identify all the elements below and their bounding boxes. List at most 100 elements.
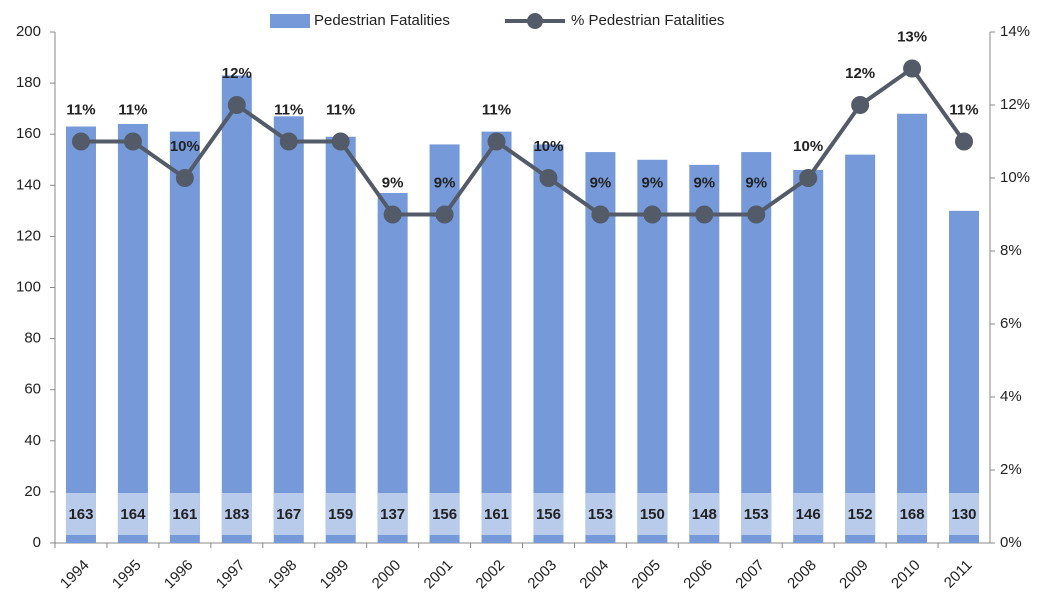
- line-marker: [747, 205, 766, 224]
- bar-label-box: [897, 493, 928, 535]
- bar-label-box: [117, 493, 148, 535]
- y2-tick-label: 2%: [1000, 461, 1022, 478]
- line-marker: [331, 132, 350, 151]
- bar: [169, 131, 200, 543]
- x-tick-label: 1996: [161, 557, 197, 593]
- line-value-label: 11%: [66, 101, 95, 118]
- x-tick-label: 2005: [628, 557, 664, 593]
- y-tick-label: 60: [24, 381, 41, 398]
- bar: [481, 131, 512, 543]
- line-marker: [539, 169, 558, 187]
- y2-tick-label: 0%: [1000, 534, 1022, 551]
- line-marker: [487, 132, 506, 151]
- bar-value-label: 146: [796, 506, 821, 523]
- bar: [897, 113, 928, 543]
- line-marker: [175, 169, 194, 187]
- line-marker: [383, 205, 402, 224]
- bar-value-label: 148: [692, 506, 717, 523]
- x-tick-label: 1994: [57, 557, 93, 593]
- bar: [533, 144, 564, 544]
- line-value-label: 9%: [382, 174, 404, 191]
- line-marker: [279, 132, 298, 151]
- bar: [793, 169, 824, 543]
- y2-tick-label: 8%: [1000, 242, 1022, 259]
- bar-label-box: [65, 493, 96, 535]
- y-tick-label: 40: [24, 432, 41, 449]
- line-marker: [695, 205, 714, 224]
- line-value-label: 11%: [482, 101, 511, 118]
- line-value-label: 9%: [434, 174, 456, 191]
- x-tick-label: 1998: [265, 557, 301, 593]
- y2-tick-label: 12%: [1000, 96, 1030, 113]
- x-tick-label: 2001: [421, 557, 457, 593]
- x-tick-label: 2010: [888, 557, 924, 593]
- bar-label-box: [221, 493, 252, 535]
- x-tick-label: 2008: [784, 557, 820, 593]
- bar: [637, 159, 668, 543]
- bar-label-box: [585, 493, 616, 535]
- y-tick-label: 180: [16, 74, 41, 91]
- line-marker: [227, 96, 246, 114]
- line-value-label: 9%: [590, 174, 612, 191]
- bar: [845, 154, 876, 543]
- bar-label-box: [481, 493, 512, 535]
- x-tick-label: 2006: [680, 557, 716, 593]
- bar-value-label: 150: [640, 506, 665, 523]
- bar-label-box: [793, 493, 824, 535]
- x-tick-label: 2004: [576, 557, 612, 593]
- line-value-label: 12%: [845, 65, 875, 82]
- bar-value-label: 153: [744, 506, 769, 523]
- line-value-label: 10%: [793, 138, 823, 155]
- bar-value-label: 164: [120, 506, 146, 523]
- x-tick-label: 2007: [732, 557, 768, 593]
- line-value-label: 10%: [170, 138, 200, 155]
- y-tick-label: 120: [16, 227, 41, 244]
- bar: [689, 164, 720, 544]
- x-tick-label: 1997: [213, 557, 249, 593]
- bar-label-box: [533, 493, 564, 535]
- bar-value-label: 163: [68, 506, 93, 523]
- x-tick-label: 2011: [941, 557, 976, 592]
- bar-value-label: 161: [172, 506, 197, 523]
- x-tick-label: 1995: [109, 557, 145, 593]
- y-tick-label: 140: [16, 176, 41, 193]
- y-tick-label: 160: [16, 125, 41, 142]
- bar-label-box: [325, 493, 356, 535]
- bar-value-label: 183: [224, 506, 249, 523]
- y-tick-label: 80: [24, 330, 41, 347]
- bar-value-label: 161: [484, 506, 509, 523]
- x-tick-label: 2002: [473, 557, 509, 593]
- y-tick-label: 20: [24, 483, 41, 500]
- line-marker: [955, 132, 974, 151]
- bar-value-label: 156: [432, 506, 457, 523]
- bar: [949, 210, 980, 543]
- line-value-label: 11%: [274, 101, 303, 118]
- legend-label: Pedestrian Fatalities: [314, 12, 450, 29]
- bar-value-label: 152: [848, 506, 873, 523]
- y2-tick-label: 10%: [1000, 169, 1030, 186]
- line-marker: [435, 205, 454, 224]
- line-marker: [643, 205, 662, 224]
- line-value-label: 13%: [897, 28, 927, 45]
- bar-value-label: 168: [900, 506, 925, 523]
- bar-label-box: [169, 493, 200, 535]
- line-value-label: 10%: [533, 138, 563, 155]
- bar-label-box: [429, 493, 460, 535]
- x-tick-label: 2003: [524, 557, 560, 593]
- x-tick-label: 2000: [369, 557, 405, 593]
- bar-label-box: [949, 493, 980, 535]
- y-tick-label: 100: [16, 278, 41, 295]
- bar-value-label: 137: [380, 506, 405, 523]
- y2-tick-label: 6%: [1000, 315, 1022, 332]
- line-value-label: 12%: [222, 65, 252, 82]
- line-value-label: 9%: [745, 174, 767, 191]
- bar: [377, 192, 408, 543]
- bar: [273, 116, 304, 543]
- y-tick-label: 0: [33, 534, 41, 551]
- bar-value-label: 153: [588, 506, 613, 523]
- line: [80, 65, 966, 217]
- bar-label-box: [377, 493, 408, 535]
- bar-label-box: [845, 493, 876, 535]
- bar-value-label: 156: [536, 506, 561, 523]
